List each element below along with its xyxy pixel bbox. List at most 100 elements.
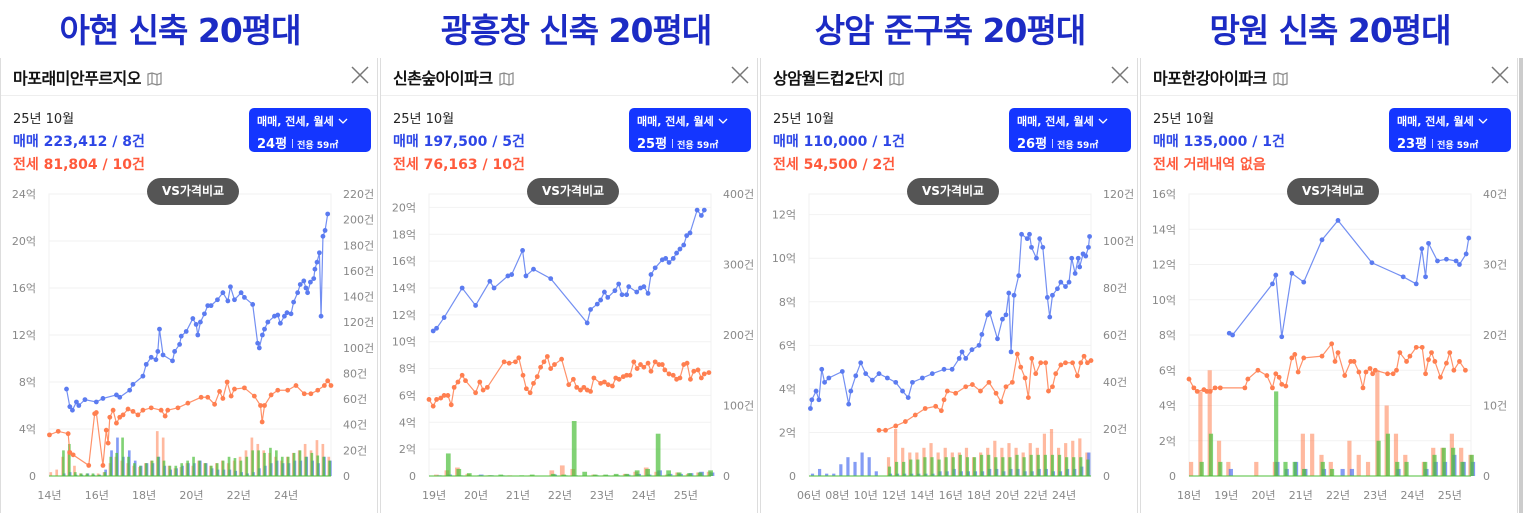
jeonse-price-point[interactable] <box>165 407 171 413</box>
sale-price-point[interactable] <box>666 260 672 265</box>
sale-price-point[interactable] <box>1457 262 1462 267</box>
jeonse-price-point[interactable] <box>480 387 486 393</box>
sale-price-point[interactable] <box>127 387 133 393</box>
sale-price-point[interactable] <box>305 290 310 296</box>
sale-price-point[interactable] <box>208 303 214 309</box>
sale-price-point[interactable] <box>265 319 271 325</box>
jeonse-price-point[interactable] <box>1022 375 1028 381</box>
sale-price-point[interactable] <box>1019 231 1024 237</box>
jeonse-price-point[interactable] <box>1329 341 1335 347</box>
jeonse-price-point[interactable] <box>938 408 944 414</box>
map-icon[interactable] <box>498 71 514 90</box>
jeonse-price-point[interactable] <box>125 406 131 412</box>
jeonse-price-point[interactable] <box>463 378 468 384</box>
jeonse-price-point[interactable] <box>1194 389 1200 394</box>
jeonse-price-point[interactable] <box>670 372 676 378</box>
jeonse-price-point[interactable] <box>1295 369 1301 375</box>
jeonse-price-point[interactable] <box>1394 367 1399 373</box>
jeonse-price-point[interactable] <box>1273 371 1279 377</box>
sale-price-point[interactable] <box>548 276 554 281</box>
sale-price-point[interactable] <box>809 397 815 403</box>
sale-price-point[interactable] <box>311 276 317 281</box>
sale-price-point[interactable] <box>884 375 890 381</box>
sale-price-point[interactable] <box>652 265 658 271</box>
jeonse-price-point[interactable] <box>1370 371 1376 377</box>
sale-price-point[interactable] <box>1426 240 1431 246</box>
trade-type-size-dropdown[interactable]: 매매, 전세, 월세 26평 전용 59㎡ <box>1009 108 1131 152</box>
jeonse-price-point[interactable] <box>1088 358 1094 363</box>
jeonse-price-point[interactable] <box>93 410 99 415</box>
sale-price-point[interactable] <box>262 326 267 332</box>
sale-price-point[interactable] <box>846 401 852 407</box>
jeonse-price-point[interactable] <box>251 393 257 399</box>
sale-price-point[interactable] <box>242 295 247 300</box>
map-icon[interactable] <box>147 71 162 90</box>
jeonse-price-point[interactable] <box>1301 355 1307 361</box>
jeonse-price-point[interactable] <box>328 383 334 388</box>
sale-price-point[interactable] <box>905 395 911 401</box>
jeonse-price-point[interactable] <box>538 364 544 370</box>
jeonse-price-point[interactable] <box>1242 385 1248 391</box>
jeonse-price-point[interactable] <box>953 390 959 396</box>
sale-price-point[interactable] <box>76 403 82 408</box>
sale-price-point[interactable] <box>1044 295 1050 300</box>
jeonse-price-point[interactable] <box>1058 362 1064 368</box>
sale-price-point[interactable] <box>93 399 99 405</box>
jeonse-price-point[interactable] <box>1289 355 1295 361</box>
sale-price-point[interactable] <box>215 297 220 303</box>
jeonse-price-point[interactable] <box>666 371 672 377</box>
sale-price-point[interactable] <box>853 373 859 379</box>
sale-price-point[interactable] <box>808 406 813 411</box>
jeonse-price-point[interactable] <box>135 412 141 418</box>
jeonse-price-point[interactable] <box>1063 360 1068 366</box>
sale-price-point[interactable] <box>1463 251 1469 257</box>
jeonse-price-point[interactable] <box>598 380 604 386</box>
jeonse-price-point[interactable] <box>459 372 465 378</box>
sale-price-point[interactable] <box>82 397 88 403</box>
jeonse-price-point[interactable] <box>659 362 665 367</box>
sale-price-point[interactable] <box>1400 274 1406 280</box>
jeonse-price-point[interactable] <box>552 362 557 367</box>
jeonse-price-point[interactable] <box>570 376 576 382</box>
sale-price-point[interactable] <box>473 303 478 308</box>
jeonse-price-point[interactable] <box>430 403 436 409</box>
jeonse-price-point[interactable] <box>1003 384 1009 390</box>
sale-price-point[interactable] <box>987 310 993 316</box>
jeonse-price-point[interactable] <box>1053 371 1059 377</box>
jeonse-price-point[interactable] <box>648 368 654 374</box>
jeonse-price-point[interactable] <box>1348 359 1354 364</box>
jeonse-price-point[interactable] <box>688 376 693 382</box>
jeonse-price-point[interactable] <box>212 401 218 407</box>
jeonse-price-point[interactable] <box>67 450 73 455</box>
sale-price-point[interactable] <box>1087 234 1092 239</box>
sale-price-point[interactable] <box>584 320 590 326</box>
sale-price-point[interactable] <box>645 290 651 296</box>
jeonse-price-point[interactable] <box>652 359 658 365</box>
jeonse-price-point[interactable] <box>86 463 92 468</box>
sale-price-point[interactable] <box>301 278 307 284</box>
sale-price-point[interactable] <box>929 371 935 377</box>
sale-price-point[interactable] <box>624 292 630 298</box>
sale-price-point[interactable] <box>1466 235 1472 241</box>
jeonse-price-point[interactable] <box>631 359 637 365</box>
sale-price-point[interactable] <box>238 290 244 296</box>
sale-price-point[interactable] <box>255 340 261 346</box>
close-icon[interactable] <box>729 64 751 86</box>
jeonse-price-point[interactable] <box>1074 373 1080 379</box>
jeonse-price-point[interactable] <box>527 390 533 396</box>
sale-price-point[interactable] <box>694 207 700 213</box>
sale-price-point[interactable] <box>308 279 313 285</box>
jeonse-price-point[interactable] <box>473 390 478 396</box>
sale-price-point[interactable] <box>1279 334 1285 340</box>
jeonse-price-point[interactable] <box>1332 359 1338 364</box>
sale-price-point[interactable] <box>148 354 154 360</box>
sale-price-point[interactable] <box>684 233 690 239</box>
sale-price-point[interactable] <box>641 284 647 290</box>
jeonse-price-point[interactable] <box>321 383 327 388</box>
sale-price-point[interactable] <box>634 289 640 295</box>
sale-price-point[interactable] <box>430 328 436 334</box>
jeonse-price-point[interactable] <box>220 396 226 401</box>
jeonse-price-point[interactable] <box>516 355 522 361</box>
jeonse-price-point[interactable] <box>1191 385 1197 391</box>
sale-price-point[interactable] <box>959 349 965 355</box>
